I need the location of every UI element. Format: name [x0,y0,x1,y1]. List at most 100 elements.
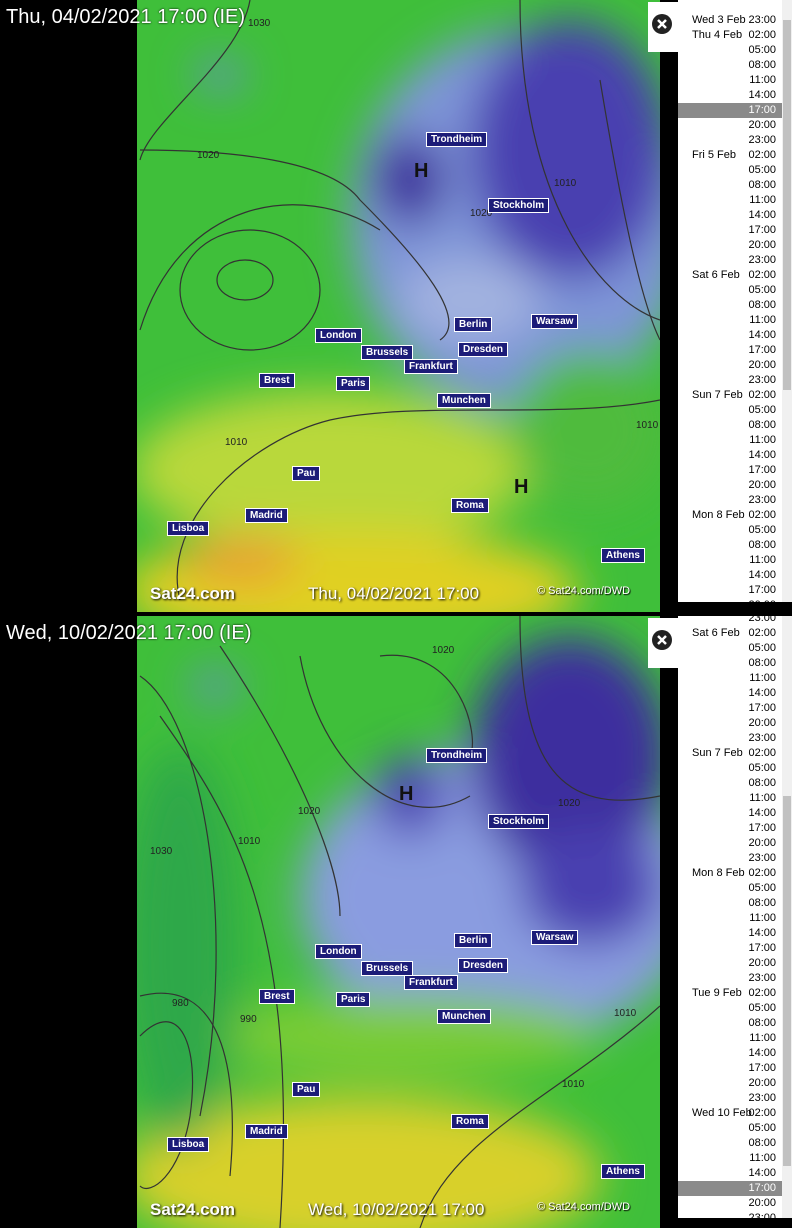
time-entry[interactable]: Sun 7 Feb 02:00 [678,388,782,403]
time-entry[interactable]: 05:00 [678,761,782,776]
time-entry[interactable]: 08:00 [678,298,782,313]
time-entry[interactable]: 05:00 [678,163,782,178]
time-entry[interactable]: 05:00 [678,283,782,298]
time-entry[interactable]: 20:00 [678,358,782,373]
time-entry[interactable]: 14:00 [678,1046,782,1061]
time-entry[interactable]: 05:00 [678,1001,782,1016]
time-entry[interactable]: 20:00 [678,836,782,851]
time-entry[interactable]: 23:00 [678,1091,782,1106]
time-entry[interactable]: 08:00 [678,656,782,671]
time-entry[interactable]: 20:00 [678,118,782,133]
high-pressure-marker: H [399,783,414,805]
time-entry[interactable]: 17:00 [678,223,782,238]
time-value: 23:00 [748,852,776,864]
time-entry[interactable]: 11:00 [678,73,782,88]
time-entry[interactable]: 14:00 [678,328,782,343]
time-entry[interactable]: 08:00 [678,538,782,553]
time-entry[interactable]: 23:00 [678,133,782,148]
time-entry[interactable]: 17:00 [678,463,782,478]
time-entry[interactable]: 17:00 [678,583,782,598]
time-entry[interactable]: 05:00 [678,641,782,656]
scroll-thumb[interactable] [783,796,791,1166]
time-entry[interactable]: 05:00 [678,43,782,58]
close-icon [652,630,672,650]
time-entry[interactable]: 11:00 [678,791,782,806]
time-entry[interactable]: 23:00 [678,851,782,866]
time-entry[interactable]: 11:00 [678,433,782,448]
time-entry[interactable]: 17:00 [678,1061,782,1076]
time-entry[interactable]: 23:00 [678,373,782,388]
time-entry[interactable]: 11:00 [678,1151,782,1166]
time-entry[interactable]: 08:00 [678,776,782,791]
city-label: London [315,328,362,343]
time-entry[interactable]: 20:00 [678,716,782,731]
time-entry[interactable]: 20:00 [678,1076,782,1091]
time-entry[interactable]: 14:00 [678,568,782,583]
time-entry[interactable]: Mon 8 Feb 02:00 [678,508,782,523]
time-entry[interactable]: 23:00 [678,971,782,986]
time-entry[interactable]: Mon 8 Feb 02:00 [678,866,782,881]
time-entry[interactable]: 20:00 [678,238,782,253]
time-value: 20:00 [748,957,776,969]
time-entry[interactable]: 08:00 [678,1016,782,1031]
time-entry[interactable]: 11:00 [678,313,782,328]
time-entry[interactable]: 17:00 [678,701,782,716]
time-entry[interactable]: 14:00 [678,1166,782,1181]
time-entry[interactable]: 17:00 [678,821,782,836]
time-entry[interactable]: 14:00 [678,208,782,223]
time-entry[interactable]: 05:00 [678,1121,782,1136]
time-entry[interactable]: 14:00 [678,926,782,941]
time-entry[interactable]: 05:00 [678,403,782,418]
time-entry[interactable]: 20:00 [678,478,782,493]
time-entry[interactable]: 20:00 [678,1196,782,1211]
time-entry[interactable]: 11:00 [678,193,782,208]
time-value: 11:00 [749,74,776,86]
city-label: Madrid [245,1124,288,1139]
time-entry[interactable]: 14:00 [678,88,782,103]
time-entry[interactable]: 17:00 [678,1181,782,1196]
time-entry[interactable]: 23:00 [678,253,782,268]
time-day: Mon 8 Feb [692,509,745,521]
time-value: 23:00 [748,14,776,26]
time-entry[interactable]: Wed 10 Feb 02:00 [678,1106,782,1121]
scrollbar[interactable] [782,616,792,1218]
time-entry[interactable]: Tue 9 Feb 02:00 [678,986,782,1001]
time-entry[interactable]: 11:00 [678,553,782,568]
time-entry[interactable]: 11:00 [678,671,782,686]
time-entry[interactable]: Sun 7 Feb 02:00 [678,746,782,761]
time-entry[interactable]: 08:00 [678,58,782,73]
time-entry[interactable]: 23:00 [678,731,782,746]
scroll-thumb[interactable] [783,20,791,390]
time-entry[interactable]: 23:00 [678,616,782,626]
time-entry[interactable]: 17:00 [678,941,782,956]
time-entry[interactable]: 14:00 [678,806,782,821]
time-entry[interactable]: 17:00 [678,343,782,358]
time-entry[interactable]: 17:00 [678,103,782,118]
time-entry[interactable]: 08:00 [678,896,782,911]
time-entry[interactable]: 14:00 [678,448,782,463]
time-entry[interactable]: 11:00 [678,1031,782,1046]
time-entry[interactable]: 23:00 [678,493,782,508]
time-entry[interactable]: 23:00 [678,1211,782,1218]
time-entry[interactable]: 14:00 [678,686,782,701]
weather-map [137,0,660,612]
time-entry[interactable]: 08:00 [678,1136,782,1151]
time-value: 17:00 [748,702,776,714]
scrollbar[interactable] [782,0,792,602]
close-button[interactable] [648,2,678,52]
time-entry[interactable]: Sat 6 Feb 02:00 [678,626,782,641]
time-entry[interactable]: 05:00 [678,881,782,896]
time-entry[interactable]: 20:00 [678,956,782,971]
time-entry[interactable]: Thu 4 Feb 02:00 [678,28,782,43]
time-entry[interactable]: 20:00 [678,598,782,602]
time-entry[interactable]: Fri 5 Feb 02:00 [678,148,782,163]
time-entry[interactable]: Wed 3 Feb 23:00 [678,13,782,28]
city-label: London [315,944,362,959]
time-entry[interactable]: 11:00 [678,911,782,926]
time-value: 02:00 [748,269,776,281]
time-entry[interactable]: 08:00 [678,178,782,193]
close-button[interactable] [648,618,678,668]
time-entry[interactable]: 08:00 [678,418,782,433]
time-entry[interactable]: 05:00 [678,523,782,538]
time-entry[interactable]: Sat 6 Feb 02:00 [678,268,782,283]
